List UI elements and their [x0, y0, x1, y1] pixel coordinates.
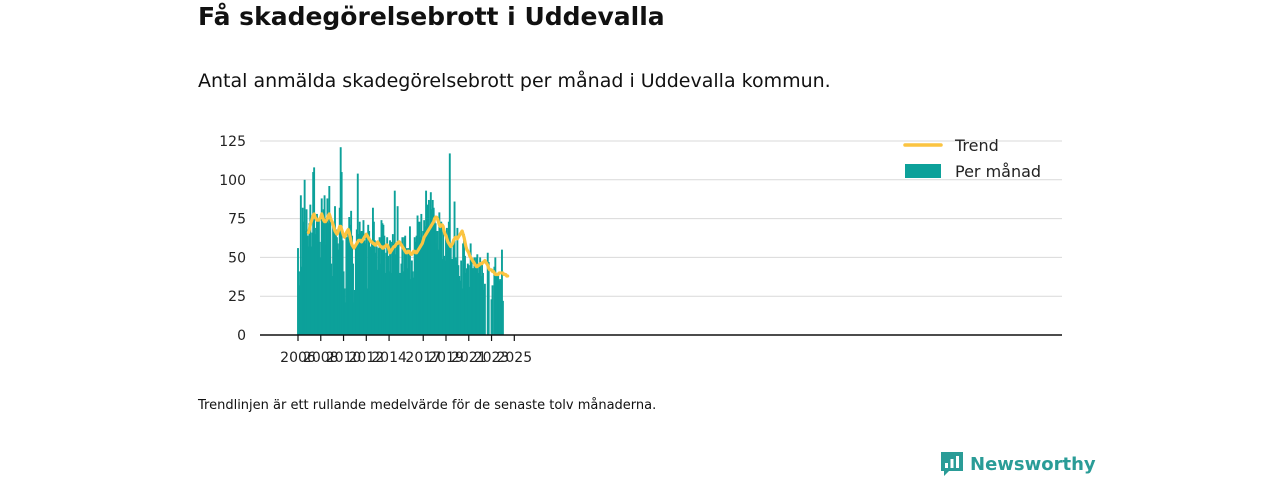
x-tick-label: 2021	[451, 350, 487, 366]
bar	[501, 300, 504, 335]
legend-bar-swatch	[905, 164, 941, 178]
y-axis-ticks: 0 25 50 75 100 125	[219, 134, 246, 344]
x-tick-label: 2019	[428, 350, 464, 366]
y-tick-label: 25	[228, 289, 246, 305]
y-tick-label: 50	[228, 250, 246, 266]
legend-trend-label: Trend	[954, 136, 999, 155]
x-tick-label: 2025	[496, 350, 532, 366]
chart-subtitle: Antal anmälda skadegörelsebrott per måna…	[198, 70, 831, 92]
x-tick-label: 2012	[348, 350, 384, 366]
brand-name: Newsworthy	[970, 453, 1096, 475]
legend: Trend Per månad	[903, 136, 1041, 181]
x-tick-label: 2010	[326, 350, 362, 366]
x-tick-label: 2023	[474, 350, 510, 366]
brand-logo: Newsworthy	[940, 451, 1096, 477]
footnote: Trendlinjen är ett rullande medelvärde f…	[198, 398, 657, 413]
y-tick-label: 75	[228, 212, 246, 228]
newsworthy-logo-icon	[941, 452, 963, 476]
bar	[491, 285, 494, 335]
x-tick-label: 2008	[303, 350, 339, 366]
bar	[487, 262, 490, 335]
x-tick-label: 2017	[405, 350, 441, 366]
bar	[352, 263, 354, 335]
y-tick-label: 100	[219, 173, 246, 189]
trend-line	[306, 212, 510, 278]
bar	[299, 195, 302, 335]
bars	[297, 147, 504, 335]
x-tick-label: 2006	[280, 350, 316, 366]
y-tick-label: 125	[219, 134, 246, 150]
legend-bar-label: Per månad	[955, 162, 1041, 181]
x-tick-label: 2014	[371, 350, 407, 366]
y-tick-label: 0	[237, 328, 246, 344]
chart-title: Få skadegörelsebrott i Uddevalla	[198, 2, 665, 31]
bar	[483, 283, 486, 335]
bar	[365, 237, 368, 335]
bar	[501, 249, 503, 335]
